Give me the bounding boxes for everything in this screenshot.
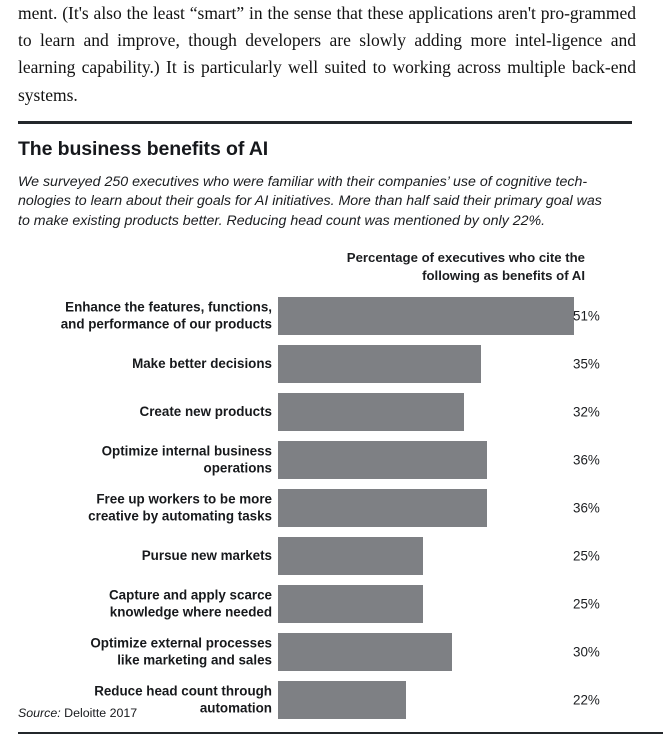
bar-fill bbox=[278, 585, 424, 624]
figure-block: The business benefits of AI We surveyed … bbox=[18, 121, 663, 734]
bar-value-label: 36% bbox=[573, 500, 600, 516]
bar-fill bbox=[278, 441, 487, 480]
bar-label: Capture and apply scarce knowledge where… bbox=[109, 587, 272, 620]
bar-row: Enhance the features, functions, and per… bbox=[18, 297, 663, 336]
bar-row: Optimize internal business operations 36% bbox=[18, 441, 663, 480]
bar-track bbox=[278, 585, 598, 624]
bar-value-label: 22% bbox=[573, 692, 600, 708]
figure-top-rule bbox=[18, 121, 632, 124]
bar-track bbox=[278, 297, 598, 336]
bar-fill bbox=[278, 393, 464, 432]
figure-source-label: Source: bbox=[18, 706, 61, 720]
bar-value-label: 35% bbox=[573, 356, 600, 372]
bar-label: Make better decisions bbox=[132, 356, 272, 372]
chart-axis-title: Percentage of executives who cite the fo… bbox=[346, 250, 585, 283]
bar-track bbox=[278, 633, 598, 672]
bar-value-label: 36% bbox=[573, 452, 600, 468]
bar-value-label: 32% bbox=[573, 404, 600, 420]
bar-track bbox=[278, 537, 598, 576]
bar-track bbox=[278, 681, 598, 720]
bar-label: Create new products bbox=[139, 404, 272, 420]
bar-value-label: 30% bbox=[573, 644, 600, 660]
figure-source-value: Deloitte 2017 bbox=[64, 706, 138, 720]
bar-label: Optimize internal business operations bbox=[101, 443, 272, 476]
bar-label: Reduce head count through automation bbox=[94, 683, 272, 716]
bar-row: Free up workers to be more creative by a… bbox=[18, 489, 663, 528]
figure-intro-text: We surveyed 250 executives who were fami… bbox=[18, 173, 602, 229]
body-copy: ment. (It's also the least “smart” in th… bbox=[18, 0, 636, 109]
bar-fill bbox=[278, 297, 574, 336]
bar-row: Capture and apply scarce knowledge where… bbox=[18, 585, 663, 624]
bar-row: Pursue new markets 25% bbox=[18, 537, 663, 576]
bar-label: Enhance the features, functions, and per… bbox=[60, 299, 272, 332]
bar-track bbox=[278, 441, 598, 480]
bar-chart: Percentage of executives who cite the fo… bbox=[18, 249, 663, 720]
figure-bottom-rule bbox=[18, 732, 663, 734]
bar-fill bbox=[278, 633, 453, 672]
bar-fill bbox=[278, 537, 424, 576]
bar-value-label: 25% bbox=[573, 548, 600, 564]
bar-fill bbox=[278, 345, 482, 384]
bar-label: Optimize external processes like marketi… bbox=[90, 635, 272, 668]
bar-fill bbox=[278, 681, 406, 720]
bar-value-label: 25% bbox=[573, 596, 600, 612]
bar-row: Optimize external processes like marketi… bbox=[18, 633, 663, 672]
bar-track bbox=[278, 393, 598, 432]
bar-label: Free up workers to be more creative by a… bbox=[88, 491, 272, 524]
figure-source: Source: Deloitte 2017 bbox=[18, 706, 137, 720]
bar-row: Create new products 32% bbox=[18, 393, 663, 432]
bar-fill bbox=[278, 489, 487, 528]
bar-track bbox=[278, 345, 598, 384]
figure-title: The business benefits of AI bbox=[18, 137, 269, 160]
bar-row: Reduce head count through automation 22% bbox=[18, 681, 663, 720]
body-paragraph: ment. (It's also the least “smart” in th… bbox=[18, 3, 636, 105]
bar-track bbox=[278, 489, 598, 528]
bar-value-label: 51% bbox=[573, 308, 600, 324]
bar-row: Make better decisions 35% bbox=[18, 345, 663, 384]
bar-label: Pursue new markets bbox=[141, 548, 272, 564]
